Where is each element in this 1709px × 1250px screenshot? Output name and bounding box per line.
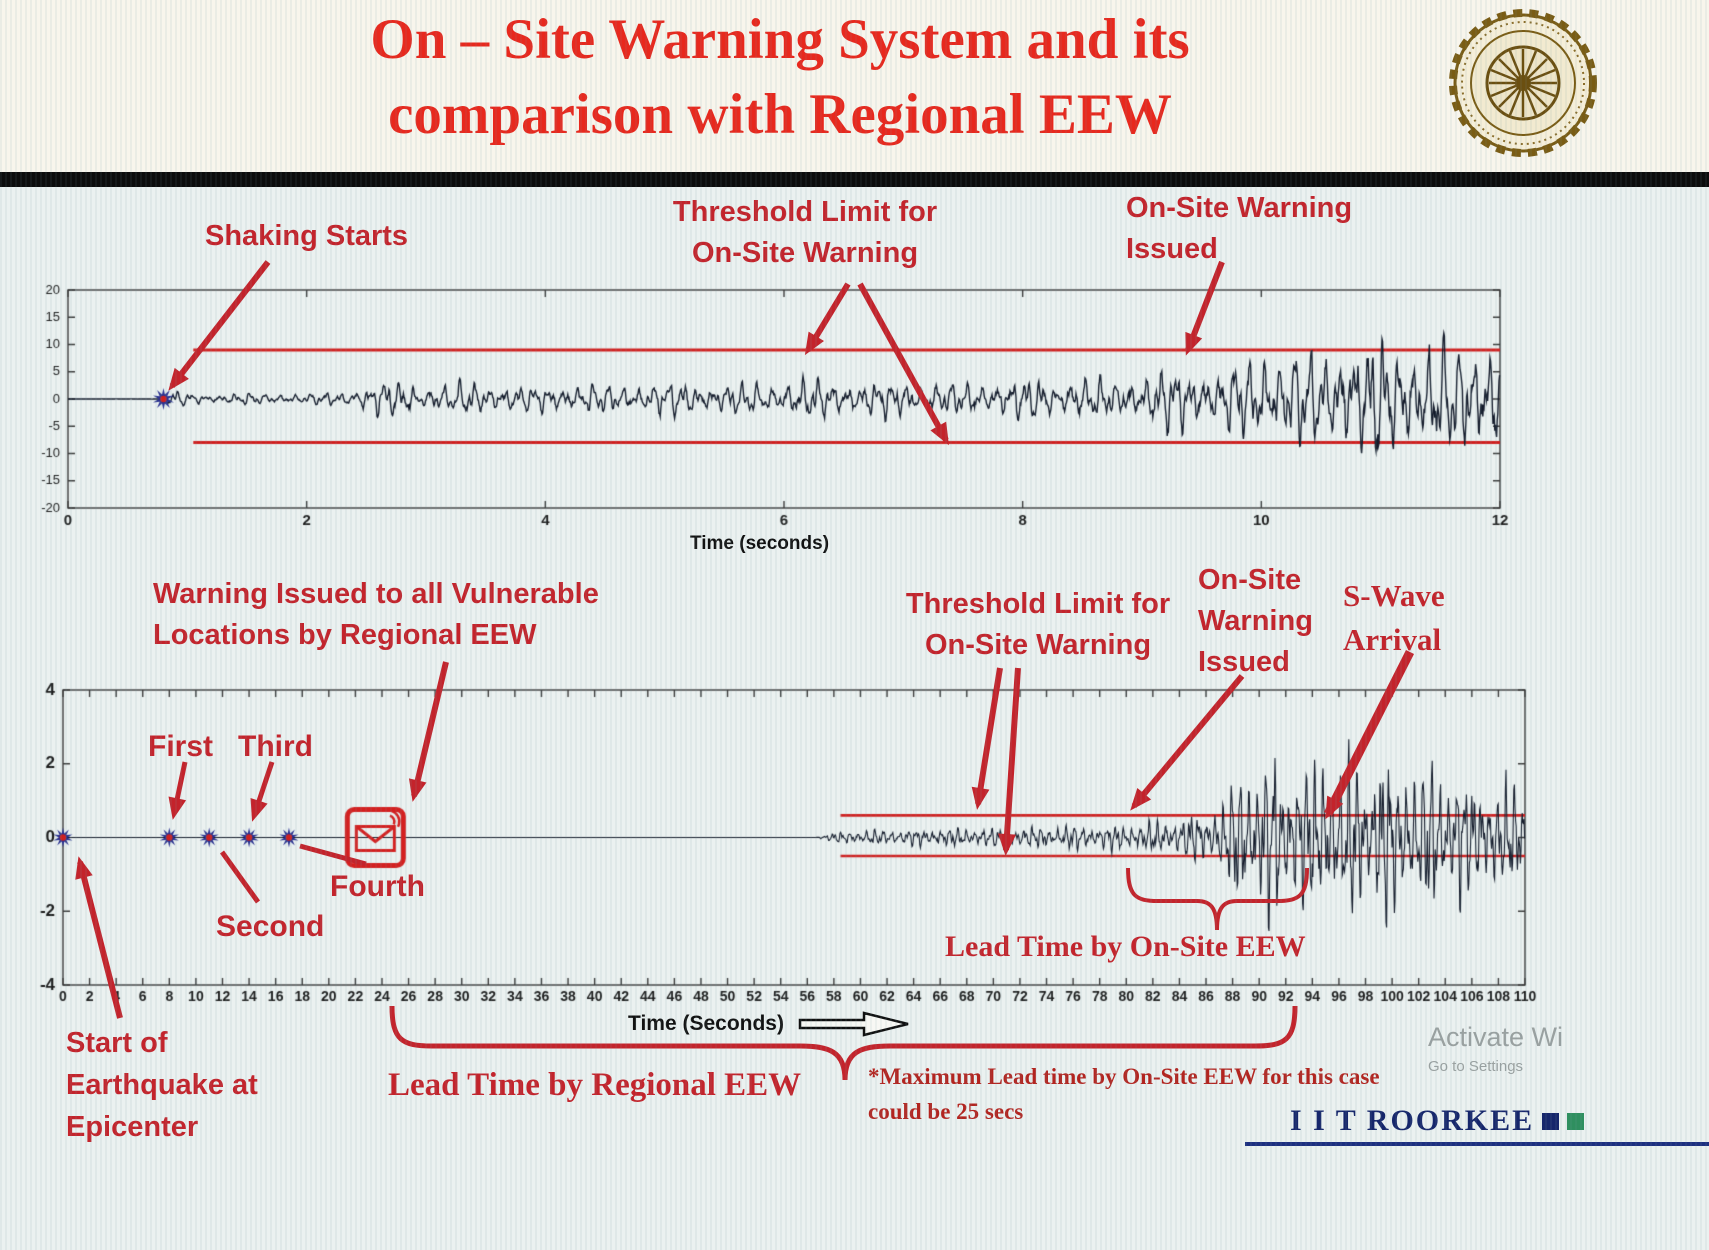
lead-time-onsite-label: Lead Time by On-Site EEW [945,930,1306,963]
threshold-bottom-label: Threshold Limit for On-Site Warning [905,588,1171,662]
onsite-accelerogram-chart [0,250,1560,550]
onsite-warning-bottom-label: On-Site Warning Issued [1198,564,1313,679]
first-detection-label: First [148,730,214,763]
page-title: On – Site Warning System and its compari… [90,2,1470,152]
bottom-chart-xlabel-row: Time (Seconds) [628,1010,916,1038]
footer-underline [1245,1142,1709,1146]
footer-square-navy [1542,1112,1560,1130]
top-chart-xlabel: Time (seconds) [690,533,830,554]
header-divider-bar [0,172,1709,187]
time-direction-arrow-icon [798,1011,909,1037]
title-line-2: comparison with Regional EEW [388,83,1172,147]
slide-header: On – Site Warning System and its compari… [0,0,1709,172]
second-detection-label: Second [216,910,325,943]
title-line-1: On – Site Warning System and its [370,8,1190,71]
fourth-detection-label: Fourth [330,870,425,903]
activate-windows-watermark: Activate Wi [1428,1022,1564,1052]
footer-brand-text: I I T ROORKEE [1290,1104,1535,1137]
bottom-chart-xlabel: Time (Seconds) [628,1012,784,1035]
lead-time-regional-label: Lead Time by Regional EEW [388,1067,802,1103]
iit-roorkee-logo [1449,9,1597,157]
shaking-starts-label: Shaking Starts [205,220,409,252]
iit-roorkee-footer: I I T ROORKEE [1290,1104,1585,1138]
regional-timeline-chart [0,660,1560,1020]
regional-warning-label: Warning Issued to all Vulnerable Locatio… [153,578,599,652]
third-detection-label: Third [238,730,313,763]
threshold-top-label: Threshold Limit for On-Site Warning [672,196,938,270]
onsite-warning-top-label: On-Site Warning Issued [1126,192,1353,266]
go-to-settings-watermark: Go to Settings [1428,1058,1524,1075]
s-wave-arrival-label: S-Wave Arrival [1343,578,1445,658]
start-earthquake-label: Start of Earthquake at Epicenter [66,1027,258,1144]
footer-square-green [1567,1112,1585,1130]
